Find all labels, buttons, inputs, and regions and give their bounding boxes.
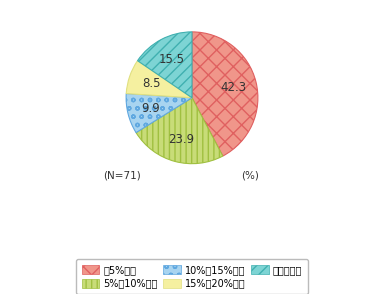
Text: 15.5: 15.5: [159, 54, 185, 66]
Wedge shape: [126, 93, 192, 133]
Text: 8.5: 8.5: [142, 77, 161, 90]
Text: 9.9: 9.9: [141, 102, 160, 115]
Text: (%): (%): [242, 171, 259, 181]
Text: 42.3: 42.3: [220, 81, 247, 94]
Legend: ～5%未満, 5%～10%未満, 10%～15%未満, 15%～20%未満, 分からない: ～5%未満, 5%～10%未満, 10%～15%未満, 15%～20%未満, 分…: [76, 259, 308, 294]
Wedge shape: [192, 32, 258, 156]
Wedge shape: [126, 61, 192, 98]
Text: (N=71): (N=71): [103, 171, 141, 181]
Text: 23.9: 23.9: [168, 133, 194, 146]
Wedge shape: [136, 98, 223, 164]
Wedge shape: [137, 32, 192, 98]
